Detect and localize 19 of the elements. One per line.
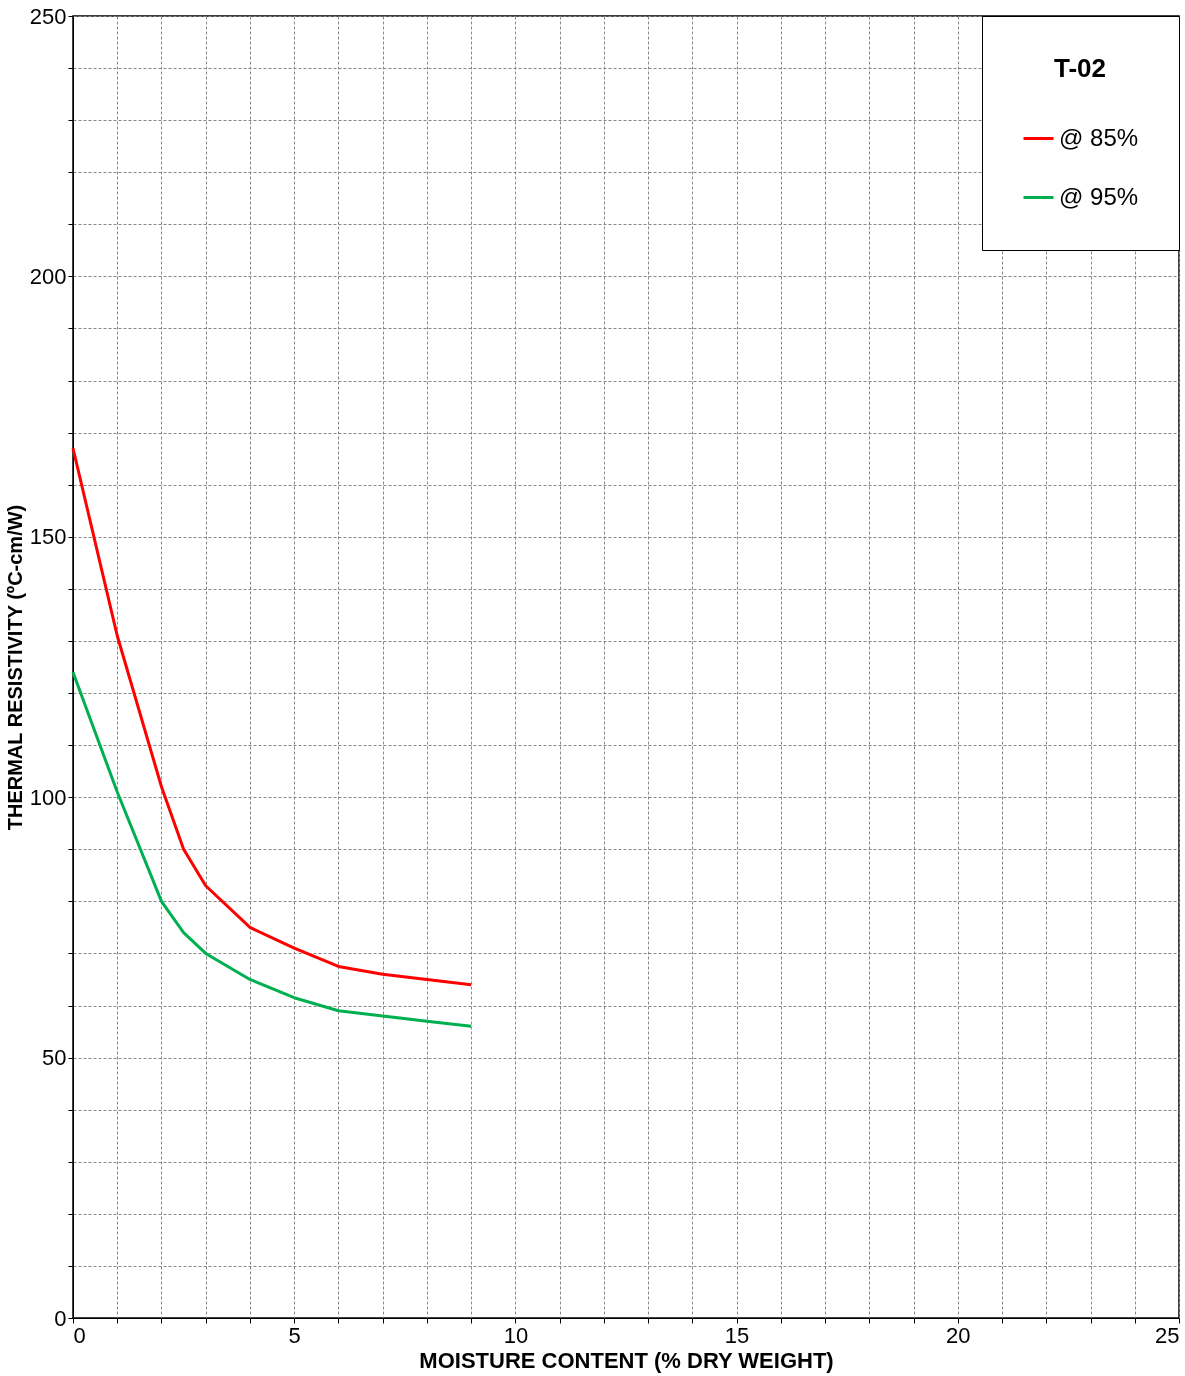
y-tick-label: 0 xyxy=(54,1305,67,1331)
x-axis-title: MOISTURE CONTENT (% DRY WEIGHT) xyxy=(419,1347,834,1373)
legend-title: T-02 xyxy=(1053,53,1107,83)
y-tick-label: 200 xyxy=(29,263,67,289)
y-tick-label: 250 xyxy=(29,3,67,29)
y-axis-title: THERMAL RESISTIVITY (ºC-cm/W) xyxy=(3,504,26,831)
legend-label: @ 85% xyxy=(1059,123,1139,151)
y-tick-label: 150 xyxy=(29,524,67,550)
x-tick-label: 20 xyxy=(946,1322,971,1348)
x-tick-label: 5 xyxy=(288,1322,301,1348)
legend-label: @ 95% xyxy=(1059,182,1139,210)
x-tick-label: 0 xyxy=(73,1322,86,1348)
x-tick-label: 10 xyxy=(503,1322,529,1348)
y-tick-label: 100 xyxy=(29,784,67,810)
y-tick-label: 50 xyxy=(42,1045,67,1071)
x-tick-label: 25 xyxy=(1155,1322,1180,1348)
line-series xyxy=(71,670,473,1028)
x-tick-label: 15 xyxy=(724,1322,750,1348)
line-series xyxy=(71,446,473,987)
